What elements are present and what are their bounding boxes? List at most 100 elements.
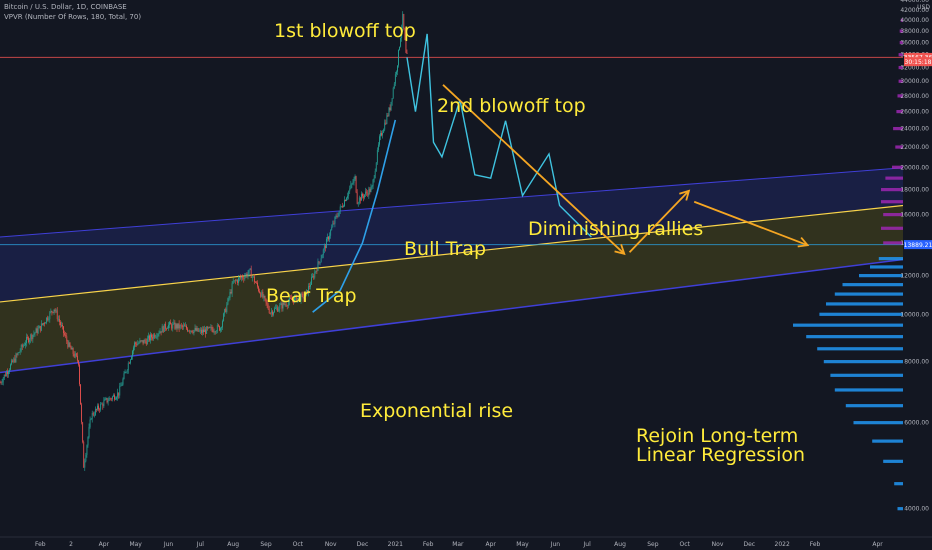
candle-body-2020-01-03 xyxy=(9,369,10,372)
volume-profile-bar-38000 xyxy=(899,29,903,33)
time-tick-11: 2021 xyxy=(388,541,403,548)
candle-body-2020-12-18 xyxy=(380,133,381,137)
candle-body-2020-01-25 xyxy=(32,334,34,340)
candle-body-2020-03-17 xyxy=(87,437,89,446)
candle-body-2020-07-03 xyxy=(202,329,203,333)
volume-profile-bar-8000 xyxy=(823,360,903,364)
candle-body-2020-07-04 xyxy=(203,329,204,333)
volume-profile-bar-12500 xyxy=(870,265,903,269)
annotation-bull-trap: Bull Trap xyxy=(404,238,487,260)
candle-body-2020-05-16 xyxy=(151,334,152,338)
time-axis-background xyxy=(0,537,932,550)
candle-body-2020-05-21 xyxy=(156,336,158,338)
annotation-exponential-rise: Exponential rise xyxy=(360,400,514,422)
candle-body-2020-05-13 xyxy=(147,335,149,339)
candle-body-2020-07-25 xyxy=(225,309,227,313)
candle-body-2020-01-24 xyxy=(31,334,33,340)
candle-body-2020-07-28 xyxy=(228,297,230,299)
annotation-diminishing-rallies: Diminishing rallies xyxy=(528,218,704,240)
candle-body-2020-07-26 xyxy=(226,304,228,313)
candle-body-2020-02-19 xyxy=(58,318,60,323)
candle-body-2020-05-12 xyxy=(146,338,148,345)
candle-body-2020-07-29 xyxy=(229,292,231,298)
volume-profile-bar-10500 xyxy=(826,302,903,306)
volume-profile xyxy=(793,18,903,511)
volume-profile-bar-40000 xyxy=(900,18,903,22)
candle-body-2021-01-09 xyxy=(403,13,405,29)
candle-body-2020-08-01 xyxy=(232,281,234,284)
candle-body-2020-01-15 xyxy=(21,345,23,347)
volume-profile-bar-11500 xyxy=(842,283,903,287)
candle-body-2020-09-10 xyxy=(275,308,276,309)
candle-body-2020-08-24 xyxy=(257,282,258,287)
candle-body-2020-03-18 xyxy=(88,427,90,438)
price-tick-40000: 40000.00 xyxy=(900,17,929,24)
candle-body-2020-09-17 xyxy=(282,302,284,309)
candle-body-2020-06-04 xyxy=(171,324,173,329)
candle-body-2020-10-24 xyxy=(321,255,323,259)
symbol-title: Bitcoin / U.S. Dollar, 1D, COINBASE xyxy=(4,3,127,11)
candle-body-2020-12-02 xyxy=(363,196,364,198)
annotation-bear-trap: Bear Trap xyxy=(266,285,357,307)
candle-body-2020-11-30 xyxy=(361,193,362,201)
candle-body-2020-08-31 xyxy=(264,295,266,299)
candle-body-2020-09-07 xyxy=(271,311,273,315)
candle-body-2020-07-17 xyxy=(216,325,218,332)
candle-body-2020-02-07 xyxy=(46,317,48,323)
candle-body-2020-01-02 xyxy=(8,371,9,375)
candle-body-2020-01-11 xyxy=(17,352,19,355)
candle-body-2020-05-15 xyxy=(150,334,151,341)
candle-body-2020-05-05 xyxy=(139,340,141,343)
candle-body-2020-09-24 xyxy=(290,297,291,299)
candle-body-2020-06-27 xyxy=(195,328,197,331)
time-tick-8: Oct xyxy=(293,541,304,548)
volume-profile-bar-22000 xyxy=(895,145,903,149)
candle-body-2020-02-27 xyxy=(67,341,69,347)
candle-body-2020-11-13 xyxy=(342,205,344,207)
candle-body-2020-08-06 xyxy=(238,277,239,283)
candle-body-2020-07-18 xyxy=(217,325,219,326)
candle-body-2020-09-03 xyxy=(267,304,269,310)
price-tick-26000: 26000.00 xyxy=(900,109,929,116)
candle-body-2020-01-04 xyxy=(10,364,11,370)
candle-body-2020-02-06 xyxy=(45,322,46,324)
candle-body-2020-12-30 xyxy=(392,88,394,99)
candle-body-2020-11-10 xyxy=(339,206,341,212)
candle-body-2020-07-15 xyxy=(214,331,216,333)
price-tag-label-1: 30:15:18 xyxy=(905,59,932,66)
candle-body-2020-05-06 xyxy=(140,340,142,342)
candle-body-2020-03-31 xyxy=(102,403,104,407)
candle-body-2020-01-16 xyxy=(22,345,24,347)
candle-body-2020-03-02 xyxy=(71,348,73,350)
candle-body-2020-08-22 xyxy=(255,282,256,283)
candle-body-2021-01-08 xyxy=(402,13,404,29)
volume-profile-bar-5000 xyxy=(883,459,903,463)
candle-body-2020-08-30 xyxy=(263,295,265,298)
candle-body-2020-04-28 xyxy=(132,351,133,357)
arrow-shaft-0 xyxy=(442,84,625,255)
candle-body-2020-04-21 xyxy=(124,371,126,374)
candle-body-2020-12-27 xyxy=(389,107,391,111)
time-tick-15: May xyxy=(516,541,529,548)
candle-body-2020-07-24 xyxy=(224,309,226,314)
candle-body-2020-05-29 xyxy=(164,323,166,329)
annotation-second-blowoff-top: 2nd blowoff top xyxy=(437,95,586,117)
candles xyxy=(0,11,408,471)
candle-body-2020-04-07 xyxy=(109,398,111,399)
candle-body-2020-06-29 xyxy=(197,328,199,332)
candle-body-2020-02-01 xyxy=(39,325,41,331)
candle-body-2020-04-23 xyxy=(126,370,128,372)
candle-body-2020-09-18 xyxy=(283,302,285,305)
candle-body-2020-07-31 xyxy=(231,283,233,294)
volume-profile-bar-30000 xyxy=(898,79,903,83)
candle-body-2020-09-20 xyxy=(285,304,287,306)
price-tick-24000: 24000.00 xyxy=(900,126,929,133)
candle-body-2020-02-05 xyxy=(44,323,45,324)
time-tick-5: Jul xyxy=(196,541,205,548)
candle-body-2020-05-03 xyxy=(137,343,139,346)
candle-body-2020-01-22 xyxy=(29,339,31,342)
candle-body-2020-08-14 xyxy=(246,273,248,277)
candle-body-2020-12-12 xyxy=(373,178,375,180)
candle-body-2020-01-29 xyxy=(36,328,38,334)
